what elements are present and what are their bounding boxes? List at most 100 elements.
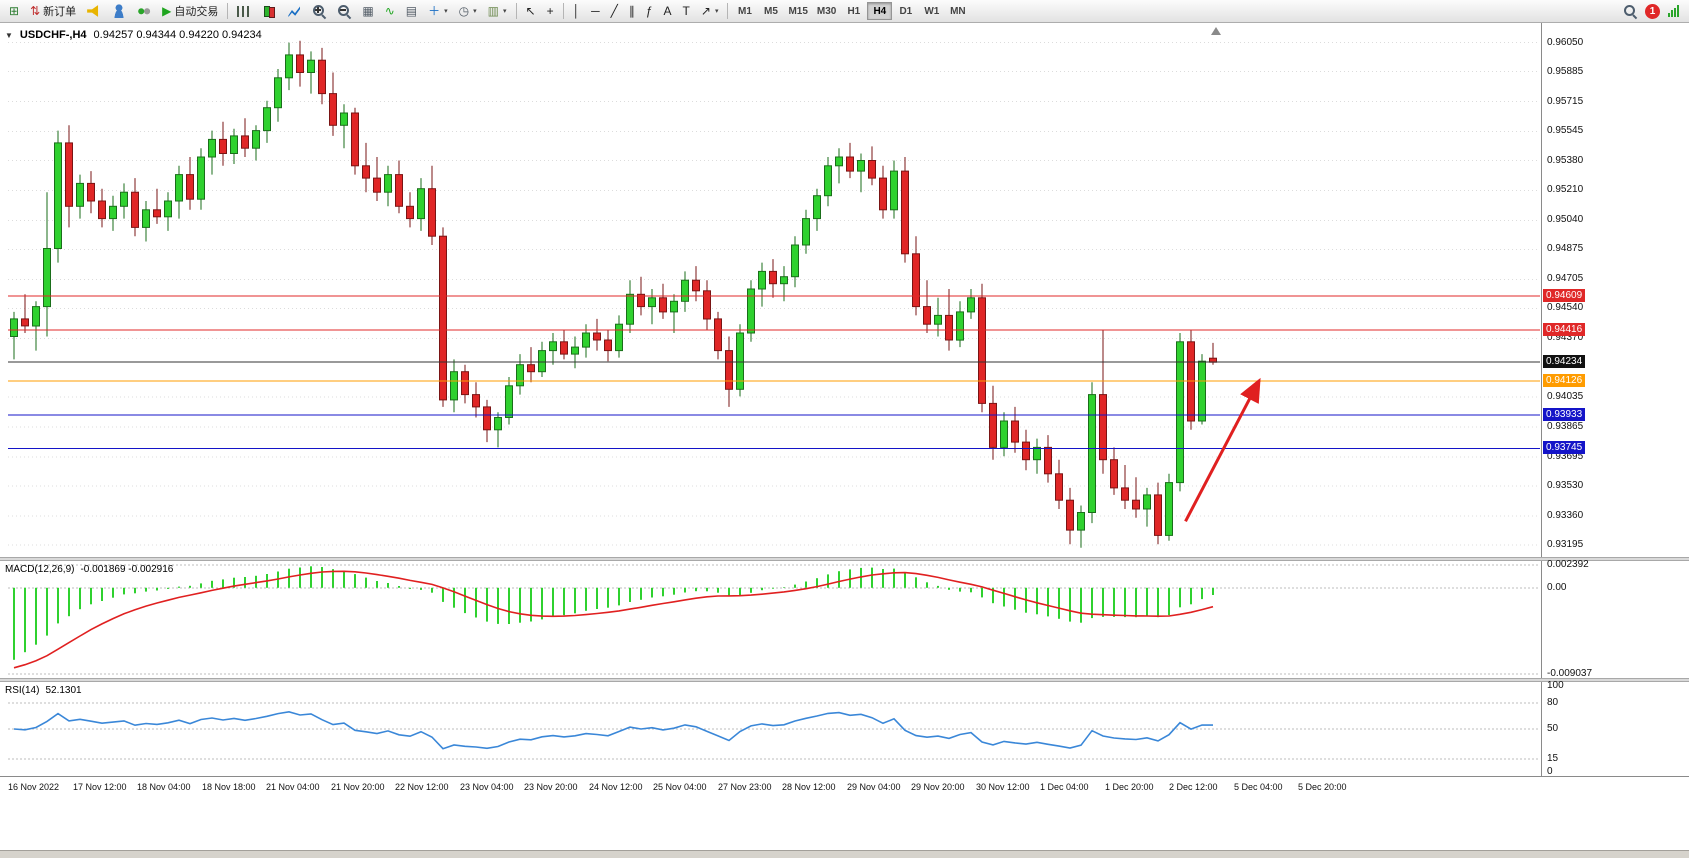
shapes-tool-button[interactable]: ↗ ▾: [696, 2, 724, 21]
price-tick-label: 0.93695: [1547, 451, 1584, 462]
new-chart-button[interactable]: ⊞: [4, 2, 24, 21]
text-tool-icon: A: [663, 4, 672, 18]
time-tick-label: 27 Nov 23:00: [718, 782, 772, 792]
time-tick-label: 29 Nov 20:00: [911, 782, 965, 792]
toolbar-buttons: ⊞ ⇅ 新订单 ▶ 自动交易 ▦ ∿ ▤ ＋ ▾ ◷ ▾ ▥ ▾ ↖ + │ ─ ╱ ∥ ƒ A T ↗ ▾ M1 M5 M15 M30…: [4, 2, 1623, 21]
trendline-tool-button[interactable]: ╱: [606, 2, 623, 21]
toolbar-status-area: 1: [1623, 3, 1685, 19]
price-tick-label: 0.95715: [1547, 96, 1584, 107]
candlestick-chart[interactable]: [0, 23, 1541, 557]
price-tick-label: 0.95545: [1547, 125, 1584, 136]
price-tick-label: 0.94035: [1547, 391, 1584, 402]
periods-button[interactable]: ◷ ▾: [454, 2, 482, 21]
time-tick-label: 5 Dec 04:00: [1234, 782, 1283, 792]
price-tick-label: 0.95210: [1547, 184, 1584, 195]
auto-trading-icon: ▶: [162, 4, 172, 18]
price-tick-label: 0.94370: [1547, 332, 1584, 343]
shapes-tool-dropdown-caret[interactable]: ▾: [714, 8, 719, 15]
periods-dropdown-caret[interactable]: ▾: [473, 8, 477, 15]
panel-splitter-2[interactable]: [0, 678, 1689, 682]
new-order-icon: ⇅: [30, 4, 41, 18]
price-tick-label: 0.94705: [1547, 273, 1584, 284]
templates-button[interactable]: ▥ ▾: [483, 2, 512, 21]
time-tick-label: 28 Nov 12:00: [782, 782, 836, 792]
line-chart-mode-button[interactable]: [282, 2, 306, 21]
support-line-2-price-tag: 0.93745: [1543, 441, 1586, 454]
rsi-panel[interactable]: RSI(14) 52.1301 100 80 50 15 0: [0, 680, 1689, 777]
time-tick-label: 21 Nov 20:00: [331, 782, 385, 792]
macd-signal-line: [13, 570, 1214, 669]
zoom-out-button[interactable]: [332, 2, 356, 21]
new-order-button[interactable]: ⇅ 新订单: [25, 2, 81, 21]
periods-icon: ◷: [458, 4, 470, 18]
auto-trading-label: 自动交易: [174, 6, 219, 18]
rsi-header: RSI(14) 52.1301: [5, 685, 82, 696]
channel-tool-button[interactable]: ∥: [624, 2, 640, 21]
time-tick-label: 29 Nov 04:00: [847, 782, 901, 792]
fibonacci-tool-button[interactable]: ƒ: [641, 2, 658, 21]
tile-windows-button[interactable]: ▦: [357, 2, 378, 21]
line-chart-mode-icon: [287, 4, 301, 18]
add-indicator-button[interactable]: ＋ ▾: [423, 2, 453, 21]
new-order-label: 新订单: [43, 6, 77, 18]
tile-windows-icon: ▦: [362, 4, 374, 18]
timeframe-m5-button[interactable]: M5: [758, 2, 783, 20]
cursor-tool-button[interactable]: ↖: [521, 2, 541, 21]
rsi-line: [13, 710, 1214, 750]
panel-splitter[interactable]: [0, 557, 1689, 561]
time-tick-label: 1 Dec 20:00: [1105, 782, 1154, 792]
alerts-horn-icon: [87, 5, 99, 17]
time-tick-label: 2 Dec 12:00: [1169, 782, 1218, 792]
add-indicator-icon: ＋: [428, 4, 441, 18]
search-icon[interactable]: [1623, 4, 1637, 18]
indicator-list-button[interactable]: ∿: [380, 2, 400, 21]
label-tool-button[interactable]: T: [678, 2, 695, 21]
rsi-value: 52.1301: [45, 685, 82, 696]
timeframe-m30-button[interactable]: M30: [813, 2, 840, 20]
zoom-in-button[interactable]: [307, 2, 331, 21]
timeframe-m1-button[interactable]: M1: [732, 2, 757, 20]
timeframe-w1-button[interactable]: W1: [919, 2, 944, 20]
price-tick-label: 0.93530: [1547, 480, 1584, 491]
rsi-chart[interactable]: [0, 682, 1541, 776]
time-tick-label: 17 Nov 12:00: [73, 782, 127, 792]
price-axis[interactable]: 0.96050 0.95885 0.95715 0.95545 0.95380 0.952…: [1541, 23, 1605, 557]
toolbar-separator: [227, 3, 229, 19]
time-tick-label: 24 Nov 12:00: [589, 782, 643, 792]
vps-status-button[interactable]: [132, 2, 156, 21]
crosshair-tool-button[interactable]: +: [542, 2, 559, 21]
macd-axis: 0.002392 0.00 -0.009037: [1541, 559, 1605, 679]
connection-status-icon: [1668, 5, 1679, 17]
candles: [10, 40, 1217, 548]
vertical-line-tool-button[interactable]: │: [568, 2, 586, 21]
mql-community-button[interactable]: [107, 2, 131, 21]
add-indicator-dropdown-caret[interactable]: ▾: [444, 8, 448, 15]
auto-trading-button[interactable]: ▶ 自动交易: [157, 2, 223, 21]
alerts-horn-button[interactable]: [82, 2, 106, 21]
horizontal-line-tool-icon: ─: [591, 4, 600, 18]
bar-chart-mode-button[interactable]: [232, 2, 256, 21]
templates-dropdown-caret[interactable]: ▾: [502, 8, 507, 15]
timeframe-m15-button[interactable]: M15: [784, 2, 811, 20]
macd-tick-label: 0.002392: [1547, 559, 1589, 570]
time-tick-label: 5 Dec 20:00: [1298, 782, 1347, 792]
trend-arrow[interactable]: [1184, 377, 1261, 522]
candlestick-mode-button[interactable]: [257, 2, 281, 21]
timeframe-d1-button[interactable]: D1: [893, 2, 918, 20]
timeframe-mn-button[interactable]: MN: [945, 2, 970, 20]
text-tool-button[interactable]: A: [659, 2, 677, 21]
chart-shift-marker[interactable]: [1211, 27, 1221, 35]
notification-badge[interactable]: 1: [1645, 3, 1660, 19]
main-chart-panel[interactable]: ▼ USDCHF-,H4 0.94257 0.94344 0.94220 0.9…: [0, 23, 1689, 557]
macd-chart[interactable]: [0, 561, 1541, 678]
horizontal-line-tool-button[interactable]: ─: [586, 2, 605, 21]
one-click-trading-toggle[interactable]: ▼: [5, 30, 13, 40]
bar-chart-mode-icon: [237, 5, 252, 17]
timeframe-h1-button[interactable]: H1: [841, 2, 866, 20]
timeframe-h4-button[interactable]: H4: [867, 2, 893, 20]
data-window-button[interactable]: ▤: [401, 2, 422, 21]
time-axis[interactable]: 16 Nov 2022 17 Nov 12:00 18 Nov 04:00 18 No…: [0, 776, 1689, 797]
crosshair-tool-icon: +: [546, 4, 554, 18]
macd-panel[interactable]: MACD(12,26,9) -0.001869 -0.002916 0.0023…: [0, 559, 1689, 679]
